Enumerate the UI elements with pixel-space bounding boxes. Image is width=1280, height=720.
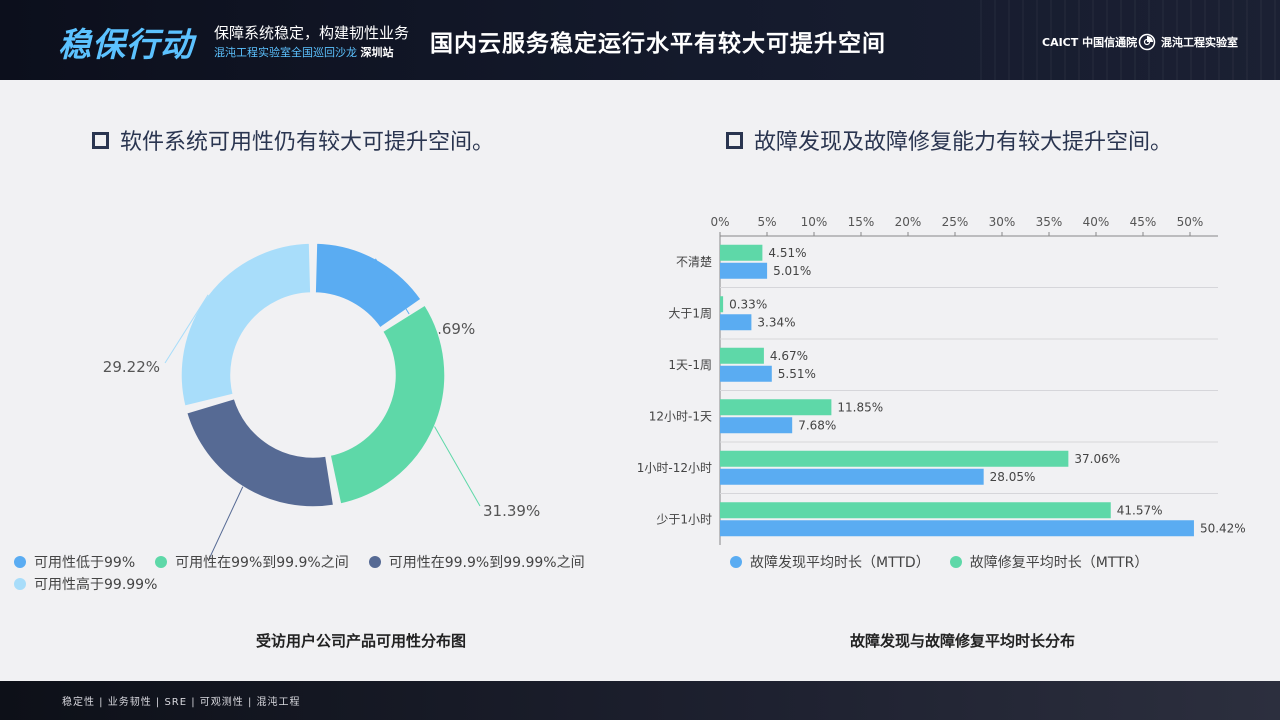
mttd-bar [720, 365, 772, 382]
donut-slice [185, 397, 335, 508]
legend-dot-icon [14, 556, 26, 568]
x-tick-label: 0% [710, 215, 729, 229]
legend-item[interactable]: 故障发现平均时长（MTTD） [730, 551, 930, 573]
chaos-lab-logo: 混沌工程实验室 [1161, 36, 1238, 49]
legend-label: 可用性在99%到99.9%之间 [175, 555, 349, 571]
y-category-label: 不清楚 [676, 255, 712, 269]
mttr-bar [720, 399, 832, 416]
donut-slice-label: 29.22% [103, 358, 160, 376]
donut-slice [180, 242, 312, 407]
legend-item[interactable]: 可用性低于99% [14, 551, 135, 573]
mttr-value-label: 4.51% [768, 246, 806, 260]
fault-duration-bar-chart: 0% 5% 10% 15% 20% 25% 30% 35% 40% 45% 50% 不清楚 4.51% 5… [637, 215, 1246, 545]
legend-label: 可用性在99.9%到99.99%之间 [388, 555, 585, 571]
mttd-value-label: 3.34% [757, 315, 795, 329]
right-section-title-text: 故障发现及故障修复能力有较大提升空间。 [754, 130, 1173, 155]
mttd-value-label: 7.68% [798, 418, 836, 432]
legend-item[interactable]: 可用性在99%到99.9%之间 [155, 551, 349, 573]
x-tick-label: 40% [1083, 215, 1110, 229]
mttd-bar [720, 314, 752, 331]
y-category-label: 1小时-12小时 [637, 461, 712, 475]
left-section-title: 软件系统可用性仍有较大可提升空间。 [92, 124, 494, 156]
x-tick-label: 30% [989, 215, 1016, 229]
mttd-bar [720, 417, 793, 434]
donut-label-leader [375, 258, 415, 323]
right-chart-caption: 故障发现与故障修复平均时长分布 [850, 632, 1076, 650]
x-tick-label: 50% [1177, 215, 1204, 229]
mttr-bar [720, 296, 724, 313]
left-chart-caption: 受访用户公司产品可用性分布图 [256, 632, 467, 650]
footer-bar: 稳定性 | 业务韧性 | SRE | 可观测性 | 混沌工程 [0, 681, 1280, 720]
mttr-value-label: 11.85% [837, 400, 883, 414]
left-section-title-text: 软件系统可用性仍有较大可提升空间。 [120, 130, 495, 155]
square-bullet-icon [726, 131, 743, 149]
availability-donut-chart: 15.69%31.39%23.71%29.22% [103, 242, 540, 560]
y-category-label: 少于1小时 [656, 512, 712, 526]
x-tick-label: 20% [895, 215, 922, 229]
legend-dot-icon [14, 578, 26, 590]
legend-dot-icon [730, 556, 742, 568]
mttr-value-label: 4.67% [770, 349, 808, 363]
donut-legend: 可用性低于99% 可用性在99%到99.9%之间 可用性在99.9%到99.99%之… [14, 551, 634, 595]
donut-slice [329, 304, 446, 505]
footer-tags: 稳定性 | 业务韧性 | SRE | 可观测性 | 混沌工程 [62, 697, 301, 708]
donut-label-leader [164, 294, 209, 364]
bar-legend: 故障发现平均时长（MTTD） 故障修复平均时长（MTTR） [730, 551, 1270, 573]
mttr-value-label: 0.33% [729, 297, 767, 311]
legend-label: 故障发现平均时长（MTTD） [750, 555, 930, 571]
legend-dot-icon [368, 556, 381, 568]
y-category-label: 12小时-1天 [649, 409, 712, 423]
legend-item[interactable]: 可用性高于99.99% [14, 573, 157, 595]
event-logo: 稳保行动 [58, 25, 194, 64]
x-tick-label: 5% [757, 215, 776, 229]
chaos-lab-icon [1138, 33, 1156, 51]
mttd-value-label: 50.42% [1200, 521, 1246, 535]
mttr-value-label: 37.06% [1074, 452, 1120, 466]
page-title: 国内云服务稳定运行水平有较大可提升空间 [430, 31, 886, 57]
main-content: 软件系统可用性仍有较大可提升空间。 15.69%31.39%23.71%29.2… [0, 80, 1280, 681]
mttr-bar [720, 244, 763, 261]
mttd-bar [720, 520, 1194, 537]
mttd-value-label: 5.01% [773, 264, 811, 278]
header-bar: 稳保行动 保障系统稳定，构建韧性业务 混沌工程实验室全国巡回沙龙 深圳站 国内云… [0, 0, 1280, 80]
caict-logo: CAICT 中国信通院 [1042, 36, 1138, 49]
mttd-bar [720, 468, 984, 485]
mttr-bar [720, 347, 764, 364]
right-section-title: 故障发现及故障修复能力有较大提升空间。 [726, 124, 1172, 156]
mttr-value-label: 41.57% [1117, 503, 1163, 517]
mttd-bar [720, 262, 768, 279]
x-tick-label: 45% [1130, 215, 1157, 229]
legend-item[interactable]: 故障修复平均时长（MTTR） [949, 551, 1149, 573]
event-subtitle: 混沌工程实验室全国巡回沙龙 深圳站 [214, 46, 394, 59]
mttr-bar [720, 502, 1111, 519]
event-slogan: 保障系统稳定，构建韧性业务 [214, 24, 410, 42]
legend-dot-icon [949, 556, 962, 568]
x-tick-label: 15% [848, 215, 875, 229]
mttd-value-label: 5.51% [778, 367, 816, 381]
x-tick-label: 10% [801, 215, 828, 229]
mttd-value-label: 28.05% [990, 470, 1036, 484]
y-category-label: 大于1周 [668, 306, 712, 320]
donut-label-leader [434, 426, 481, 507]
x-tick-label: 25% [942, 215, 969, 229]
legend-label: 可用性低于99% [34, 555, 136, 571]
legend-dot-icon [155, 556, 168, 568]
donut-label-leader [208, 486, 244, 560]
y-category-label: 1天-1周 [668, 358, 712, 372]
legend-item[interactable]: 可用性在99.9%到99.99%之间 [368, 551, 585, 573]
square-bullet-icon [92, 131, 109, 149]
donut-slice [314, 242, 422, 329]
x-tick-label: 35% [1036, 215, 1063, 229]
donut-slice-label: 31.39% [483, 502, 540, 520]
mttr-bar [720, 450, 1069, 467]
header-decoration [980, 0, 1280, 80]
legend-label: 故障修复平均时长（MTTR） [969, 555, 1149, 571]
legend-label: 可用性高于99.99% [34, 577, 158, 593]
